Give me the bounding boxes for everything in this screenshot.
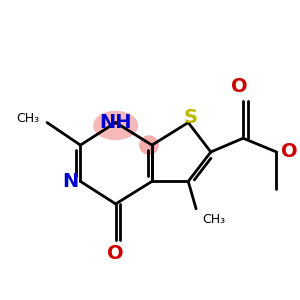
Text: CH₃: CH₃ [202, 213, 225, 226]
Ellipse shape [139, 135, 159, 155]
Text: O: O [107, 244, 124, 263]
Text: N: N [62, 172, 78, 191]
Text: O: O [281, 142, 298, 161]
Text: O: O [231, 77, 247, 96]
Ellipse shape [93, 111, 138, 140]
Text: CH₃: CH₃ [16, 112, 39, 125]
Text: S: S [183, 108, 197, 127]
Text: NH: NH [99, 113, 132, 132]
